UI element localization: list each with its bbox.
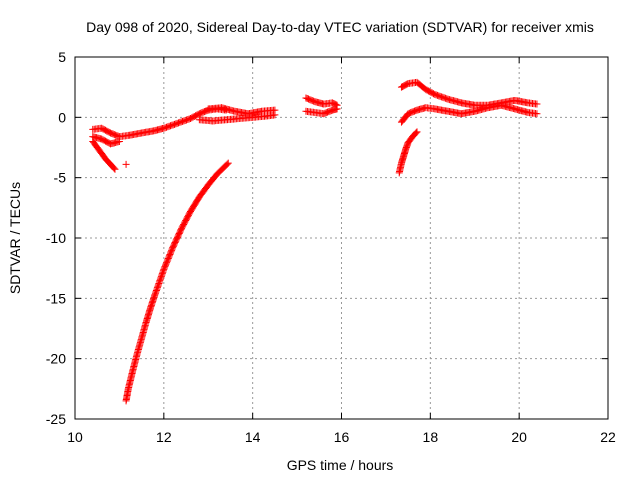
data-point [412,129,420,137]
data-point [224,159,232,167]
chart-title: Day 098 of 2020, Sidereal Day-to-day VTE… [86,19,594,35]
series-arc-f-2 [397,101,541,126]
y-tick-label: -20 [46,351,66,367]
data-point [111,165,119,173]
y-tick-label: 0 [58,109,66,125]
y-tick-label: -5 [54,170,67,186]
data-point [533,100,541,108]
series-arc-e-1 [302,94,341,109]
data-point [533,110,541,118]
series-arc-a-lower [89,133,123,148]
x-tick-label: 12 [156,429,172,445]
y-tick-labels: 5 0 -5 -10 -15 -20 -25 [46,49,66,427]
x-tick-label: 14 [245,429,261,445]
series-arc-e-2 [302,105,341,118]
series-arc-b [89,137,119,173]
x-tick-labels: 10 12 14 16 18 20 22 [67,429,616,445]
x-tick-label: 22 [600,429,616,445]
y-tick-label: -15 [46,290,66,306]
data-points [89,78,541,405]
data-point [223,160,231,168]
x-tick-label: 16 [334,429,350,445]
y-axis-label: SDTVAR / TECUs [7,182,23,294]
x-tick-label: 20 [511,429,527,445]
x-tick-label: 18 [423,429,439,445]
y-tick-label: 5 [58,49,66,65]
y-tick-label: -25 [46,411,66,427]
y-tick-label: -10 [46,230,66,246]
data-point [122,160,130,168]
data-point [333,105,341,113]
x-axis-label: GPS time / hours [287,457,394,473]
data-point [271,111,279,119]
x-tick-label: 10 [67,429,83,445]
series-isolated [122,160,130,168]
data-point [413,128,421,136]
series-arc-c-steep [122,159,232,405]
series-arc-g [395,128,421,177]
data-point [110,164,118,172]
series-arc-d-2 [195,111,279,125]
data-point [115,137,123,145]
axis-ticks [74,56,609,420]
